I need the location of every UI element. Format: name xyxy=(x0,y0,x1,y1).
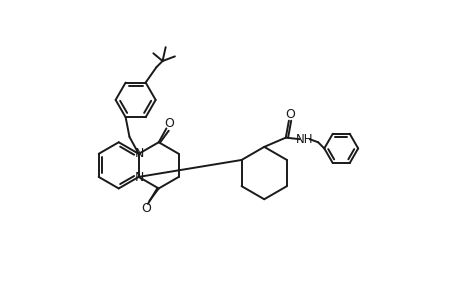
Text: N: N xyxy=(134,146,144,160)
Text: NH: NH xyxy=(296,133,313,146)
Text: N: N xyxy=(134,171,144,184)
Text: O: O xyxy=(163,116,174,130)
Text: O: O xyxy=(285,108,295,121)
Text: O: O xyxy=(141,202,151,215)
